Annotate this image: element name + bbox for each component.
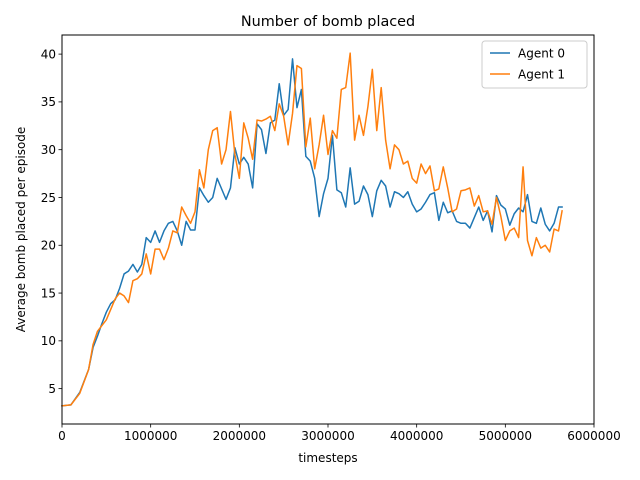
y-tick-label: 5 [48,382,56,396]
series-line-agent-1 [61,52,563,407]
x-axis: 0 1000000 2000000 3000000 4000000 5000000 6000… [58,424,621,443]
y-axis: 5 10 15 20 25 30 35 40 [41,47,62,396]
y-tick-label: 20 [41,239,56,253]
x-tick-label: 1000000 [124,429,177,443]
x-tick-label: 5000000 [479,429,532,443]
plot-area [61,34,595,425]
legend-label-agent-0: Agent 0 [518,46,565,60]
y-axis-label: Average bomb placed per episode [14,127,28,333]
x-axis-label: timesteps [298,451,357,465]
y-tick-label: 25 [41,191,56,205]
x-tick-label: 2000000 [213,429,266,443]
series-layer [61,52,563,407]
y-tick-label: 40 [41,47,56,61]
y-tick-label: 10 [41,334,56,348]
x-tick-label: 3000000 [301,429,354,443]
x-tick-label: 6000000 [567,429,620,443]
chart-title: Number of bomb placed [241,14,415,30]
y-tick-label: 35 [41,95,56,109]
y-tick-label: 15 [41,286,56,300]
legend-label-agent-1: Agent 1 [518,67,565,81]
x-tick-label: 0 [58,429,66,443]
legend: Agent 0 Agent 1 [481,40,588,89]
plot-background [62,35,594,424]
series-line-agent-0 [61,58,563,407]
y-tick-label: 30 [41,143,56,157]
x-tick-label: 4000000 [390,429,443,443]
